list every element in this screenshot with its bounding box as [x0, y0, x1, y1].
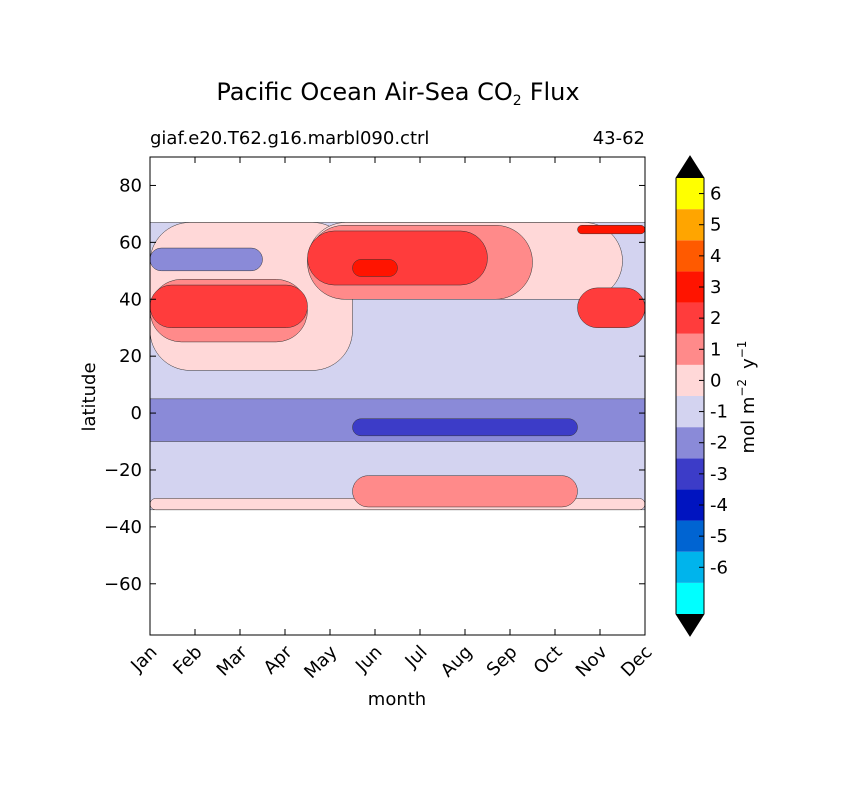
- plot-frame: [149, 156, 646, 636]
- x-tick-label: Nov: [572, 641, 612, 681]
- colorbar-tick-label: 1: [710, 339, 721, 360]
- colorbar-tick-label: -6: [710, 557, 728, 578]
- contour-region: [577, 225, 645, 235]
- chart-title-suffix: Flux: [530, 78, 580, 106]
- colorbar-tick-label: -5: [710, 526, 728, 547]
- colorbar-tick-label: 5: [710, 215, 721, 236]
- y-tick-label: 20: [119, 346, 142, 367]
- colorbar-tick-label: -1: [710, 402, 728, 423]
- contour-region: [352, 259, 398, 277]
- y-axis-label: latitude: [79, 362, 100, 431]
- x-tick-label: Jan: [126, 642, 161, 677]
- y-tick-label: −60: [104, 574, 142, 595]
- contour-region: [150, 247, 263, 272]
- colorbar-extend-top: [676, 156, 704, 178]
- x-tick-label: Sep: [483, 642, 522, 681]
- y-tick-label: 40: [119, 289, 142, 310]
- chart-title: Pacific Ocean Air-Sea CO2 Flux: [216, 78, 579, 109]
- y-tick-label: −20: [104, 460, 142, 481]
- y-tick-label: 0: [131, 403, 142, 424]
- colorbar-label: mol m−2 y−1: [735, 341, 759, 454]
- colorbar-tick-label: -2: [710, 433, 728, 454]
- subtitle-right: 43-62: [593, 128, 645, 149]
- subtitle-left: giaf.e20.T62.g16.marbl090.ctrl: [150, 128, 429, 149]
- colorbar-segment: [676, 582, 704, 614]
- x-tick-label: Mar: [213, 641, 252, 680]
- contour-fill-layer: [150, 222, 645, 511]
- chart-title-subscript: 2: [513, 93, 522, 109]
- x-axis-label: month: [368, 689, 426, 710]
- colorbar-label-mid: y: [738, 358, 759, 369]
- colorbar-tick-label: -3: [710, 464, 728, 485]
- colorbar-tick-label: 3: [710, 277, 721, 298]
- contour-region: [307, 230, 488, 286]
- x-tick-label: Apr: [260, 641, 297, 678]
- chart-title-main: Pacific Ocean Air-Sea CO: [216, 78, 512, 106]
- colorbar: -6 -5 -4 -3 -2 -1 0 1 2 3 4 5 6: [675, 155, 728, 637]
- x-tick-label: Dec: [617, 642, 656, 681]
- colorbar-label-main: mol m: [738, 397, 759, 454]
- y-tick-label: 60: [119, 232, 142, 253]
- x-tick-label: Oct: [530, 642, 567, 679]
- colorbar-tick-label: 2: [710, 308, 721, 329]
- x-tick-label: Jun: [351, 642, 386, 677]
- colorbar-extend-bottom: [676, 614, 704, 636]
- y-axis: 80 60 40 20 0 −20 −40 −60: [104, 175, 645, 595]
- colorbar-tick-label: 6: [710, 184, 721, 205]
- colorbar-tick-label: -4: [710, 495, 728, 516]
- x-tick-label: Feb: [169, 642, 206, 679]
- x-tick-label: Aug: [437, 642, 477, 682]
- colorbar-outline: [675, 155, 705, 637]
- contour-region: [352, 475, 578, 508]
- y-tick-label: 80: [119, 175, 142, 196]
- contour-region: [577, 287, 645, 328]
- contour-region: [352, 418, 578, 437]
- colorbar-tick-label: 0: [710, 370, 721, 391]
- colorbar-label-sup1: −2: [735, 379, 749, 397]
- colorbar-tick-label: 4: [710, 246, 721, 267]
- colorbar-label-sup2: −1: [735, 341, 749, 359]
- contour-region: [150, 284, 308, 328]
- x-tick-label: Jul: [401, 642, 432, 673]
- x-tick-label: May: [300, 641, 341, 682]
- y-tick-label: −40: [104, 517, 142, 538]
